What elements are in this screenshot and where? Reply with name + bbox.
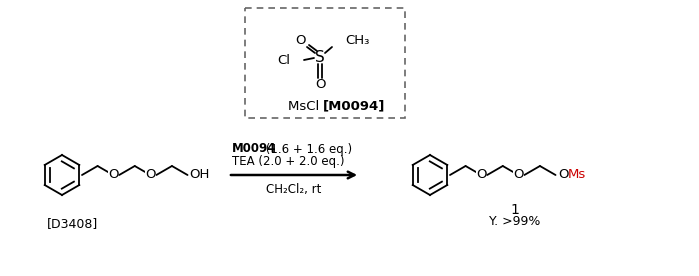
Text: CH₃: CH₃	[345, 33, 369, 46]
Text: O: O	[108, 169, 118, 182]
Text: [D3408]: [D3408]	[46, 217, 98, 230]
Text: MsCl: MsCl	[287, 100, 323, 113]
Text: Y. >99%: Y. >99%	[489, 215, 541, 228]
Text: O: O	[559, 169, 569, 182]
Text: O: O	[145, 169, 156, 182]
Text: O: O	[296, 34, 306, 47]
Text: 1: 1	[510, 203, 519, 217]
Text: (1.6 + 1.6 eq.): (1.6 + 1.6 eq.)	[262, 142, 352, 155]
Text: Ms: Ms	[568, 169, 586, 182]
Bar	[245, 8, 405, 118]
Text: CH₂Cl₂, rt: CH₂Cl₂, rt	[266, 184, 322, 197]
Text: S: S	[315, 51, 325, 65]
Text: [M0094]: [M0094]	[323, 100, 385, 113]
Text: Cl: Cl	[277, 54, 290, 67]
Text: O: O	[476, 169, 487, 182]
Text: TEA (2.0 + 2.0 eq.): TEA (2.0 + 2.0 eq.)	[232, 155, 345, 169]
Text: O: O	[315, 78, 325, 92]
Text: OH: OH	[189, 169, 210, 182]
Text: M0094: M0094	[232, 142, 277, 155]
Text: O: O	[513, 169, 524, 182]
